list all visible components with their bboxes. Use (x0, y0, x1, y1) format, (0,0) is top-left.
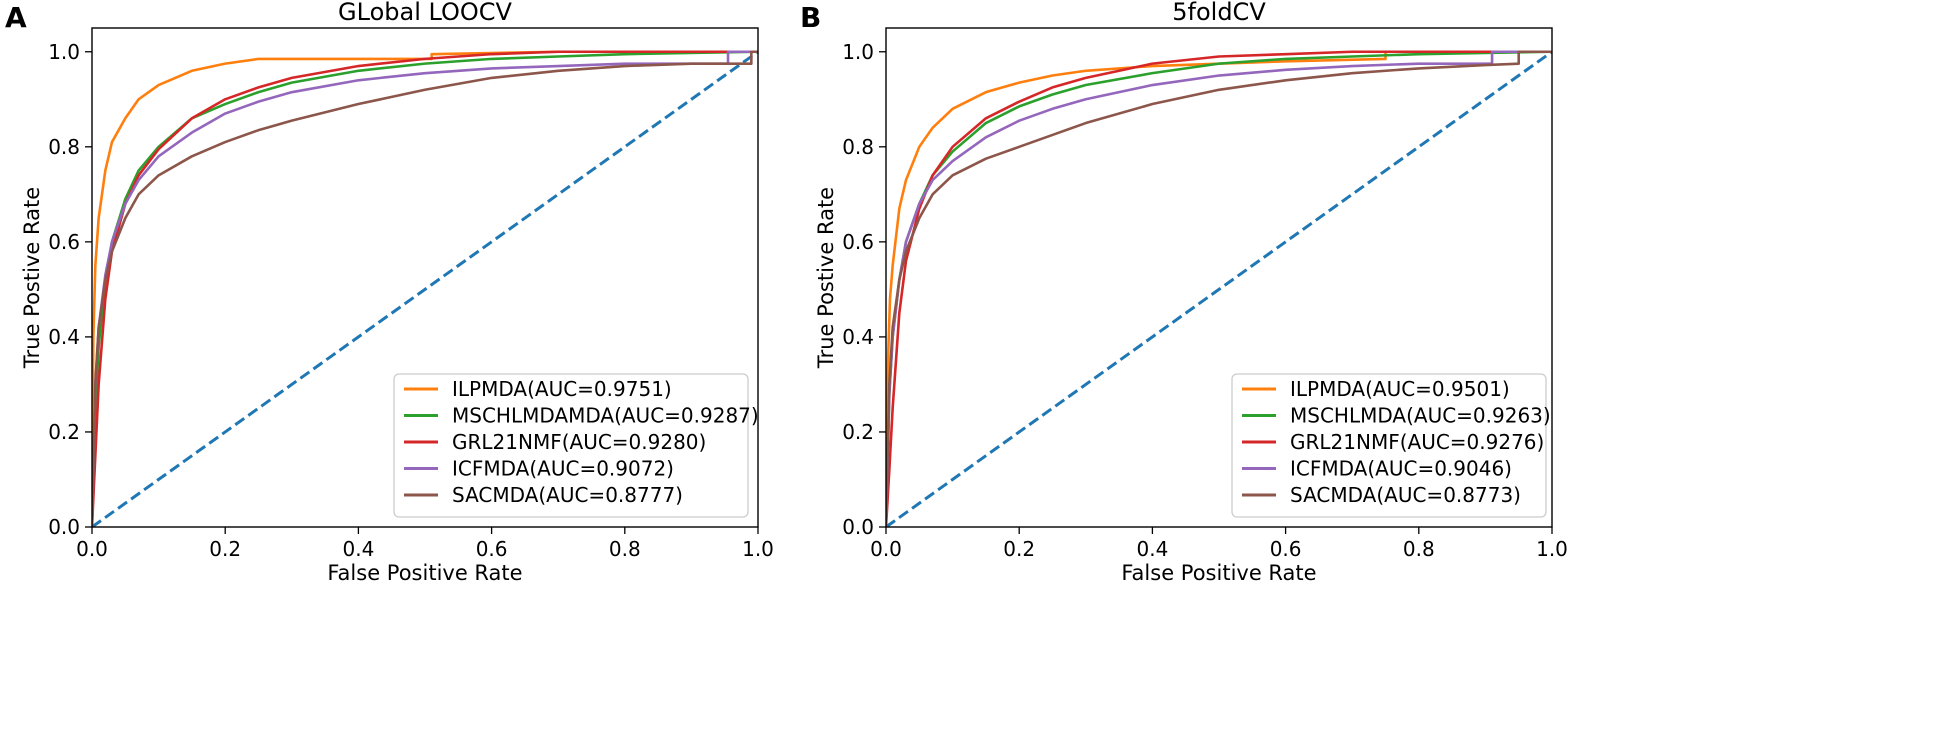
y-tick-label: 0.4 (48, 325, 80, 349)
x-tick-label: 1.0 (1536, 537, 1568, 561)
panel-label: A (5, 1, 27, 34)
plot-area (886, 50, 1552, 527)
y-tick-label: 1.0 (48, 40, 80, 64)
x-tick-label: 0.2 (209, 537, 241, 561)
legend-entry: SACMDA(AUC=0.8777) (452, 483, 683, 507)
y-tick-label: 0.0 (842, 515, 874, 539)
x-tick-label: 0.4 (342, 537, 374, 561)
chance-diagonal-line (886, 50, 1552, 527)
x-tick-label: 0.8 (1403, 537, 1435, 561)
y-tick-label: 0.2 (842, 420, 874, 444)
x-tick-label: 0.4 (1136, 537, 1168, 561)
legend-box (1231, 373, 1547, 518)
roc-curve-2 (92, 50, 758, 527)
axes-frame (91, 27, 759, 528)
legend-entry: SACMDA(AUC=0.8773) (1290, 483, 1521, 507)
y-tick-label: 0.2 (48, 420, 80, 444)
roc-curve-4 (92, 50, 758, 527)
legend-box (393, 373, 749, 518)
legend-entry: GRL21NMF(AUC=0.9276) (1290, 430, 1544, 454)
legend-entry: ICFMDA(AUC=0.9072) (452, 457, 674, 481)
legend: ILPMDA(AUC=0.9751) MSCHLMDAMDA(AUC=0.9287… (393, 373, 759, 518)
chart-title: GLobal LOOCV (338, 0, 513, 26)
roc-curve-4 (886, 50, 1552, 527)
y-tick-label: 0.0 (48, 515, 80, 539)
y-tick-label: 0.6 (842, 230, 874, 254)
y-tick-label: 0.6 (48, 230, 80, 254)
chart-panel-B: B 5foldCV 0.0 0.2 0.4 0.6 0.8 1.0 0.0 0.2 0.4 0.6 0.… (800, 0, 1568, 585)
x-tick-label: 0.6 (476, 537, 508, 561)
legend-entry: MSCHLMDAMDA(AUC=0.9287) (452, 404, 759, 428)
legend-entry: ICFMDA(AUC=0.9046) (1290, 457, 1512, 481)
x-tick-label: 0.2 (1003, 537, 1035, 561)
chart-title: 5foldCV (1172, 0, 1266, 26)
y-tick-label: 0.8 (48, 135, 80, 159)
legend-entry: MSCHLMDA(AUC=0.9263) (1290, 404, 1551, 428)
x-tick-label: 0.6 (1270, 537, 1302, 561)
y-axis-label: True Postive Rate (814, 187, 838, 369)
chance-diagonal-line (92, 50, 758, 527)
chart-panel-A: A GLobal LOOCV 0.0 0.2 0.4 0.6 0.8 1.0 0.0 0.2 0.4… (5, 0, 774, 585)
y-axis-label: True Postive Rate (20, 187, 44, 369)
legend: ILPMDA(AUC=0.9501) MSCHLMDA(AUC=0.9263)GR… (1231, 373, 1551, 518)
axes-frame (885, 27, 1553, 528)
x-tick-label: 0.8 (609, 537, 641, 561)
x-axis-label: False Positive Rate (1121, 561, 1316, 585)
plot-area (92, 50, 758, 527)
legend-entry: GRL21NMF(AUC=0.9280) (452, 430, 706, 454)
roc-curve-2 (886, 50, 1552, 527)
legend-entry: ILPMDA(AUC=0.9501) (1290, 377, 1510, 401)
x-tick-label: 1.0 (742, 537, 774, 561)
x-tick-label: 0.0 (76, 537, 108, 561)
y-tick-label: 0.4 (842, 325, 874, 349)
roc-curve-0 (886, 50, 1552, 527)
legend-entry: ILPMDA(AUC=0.9751) (452, 377, 672, 401)
x-tick-label: 0.0 (870, 537, 902, 561)
x-axis-label: False Positive Rate (327, 561, 522, 585)
y-tick-label: 1.0 (842, 40, 874, 64)
panel-label: B (800, 1, 821, 34)
y-tick-label: 0.8 (842, 135, 874, 159)
